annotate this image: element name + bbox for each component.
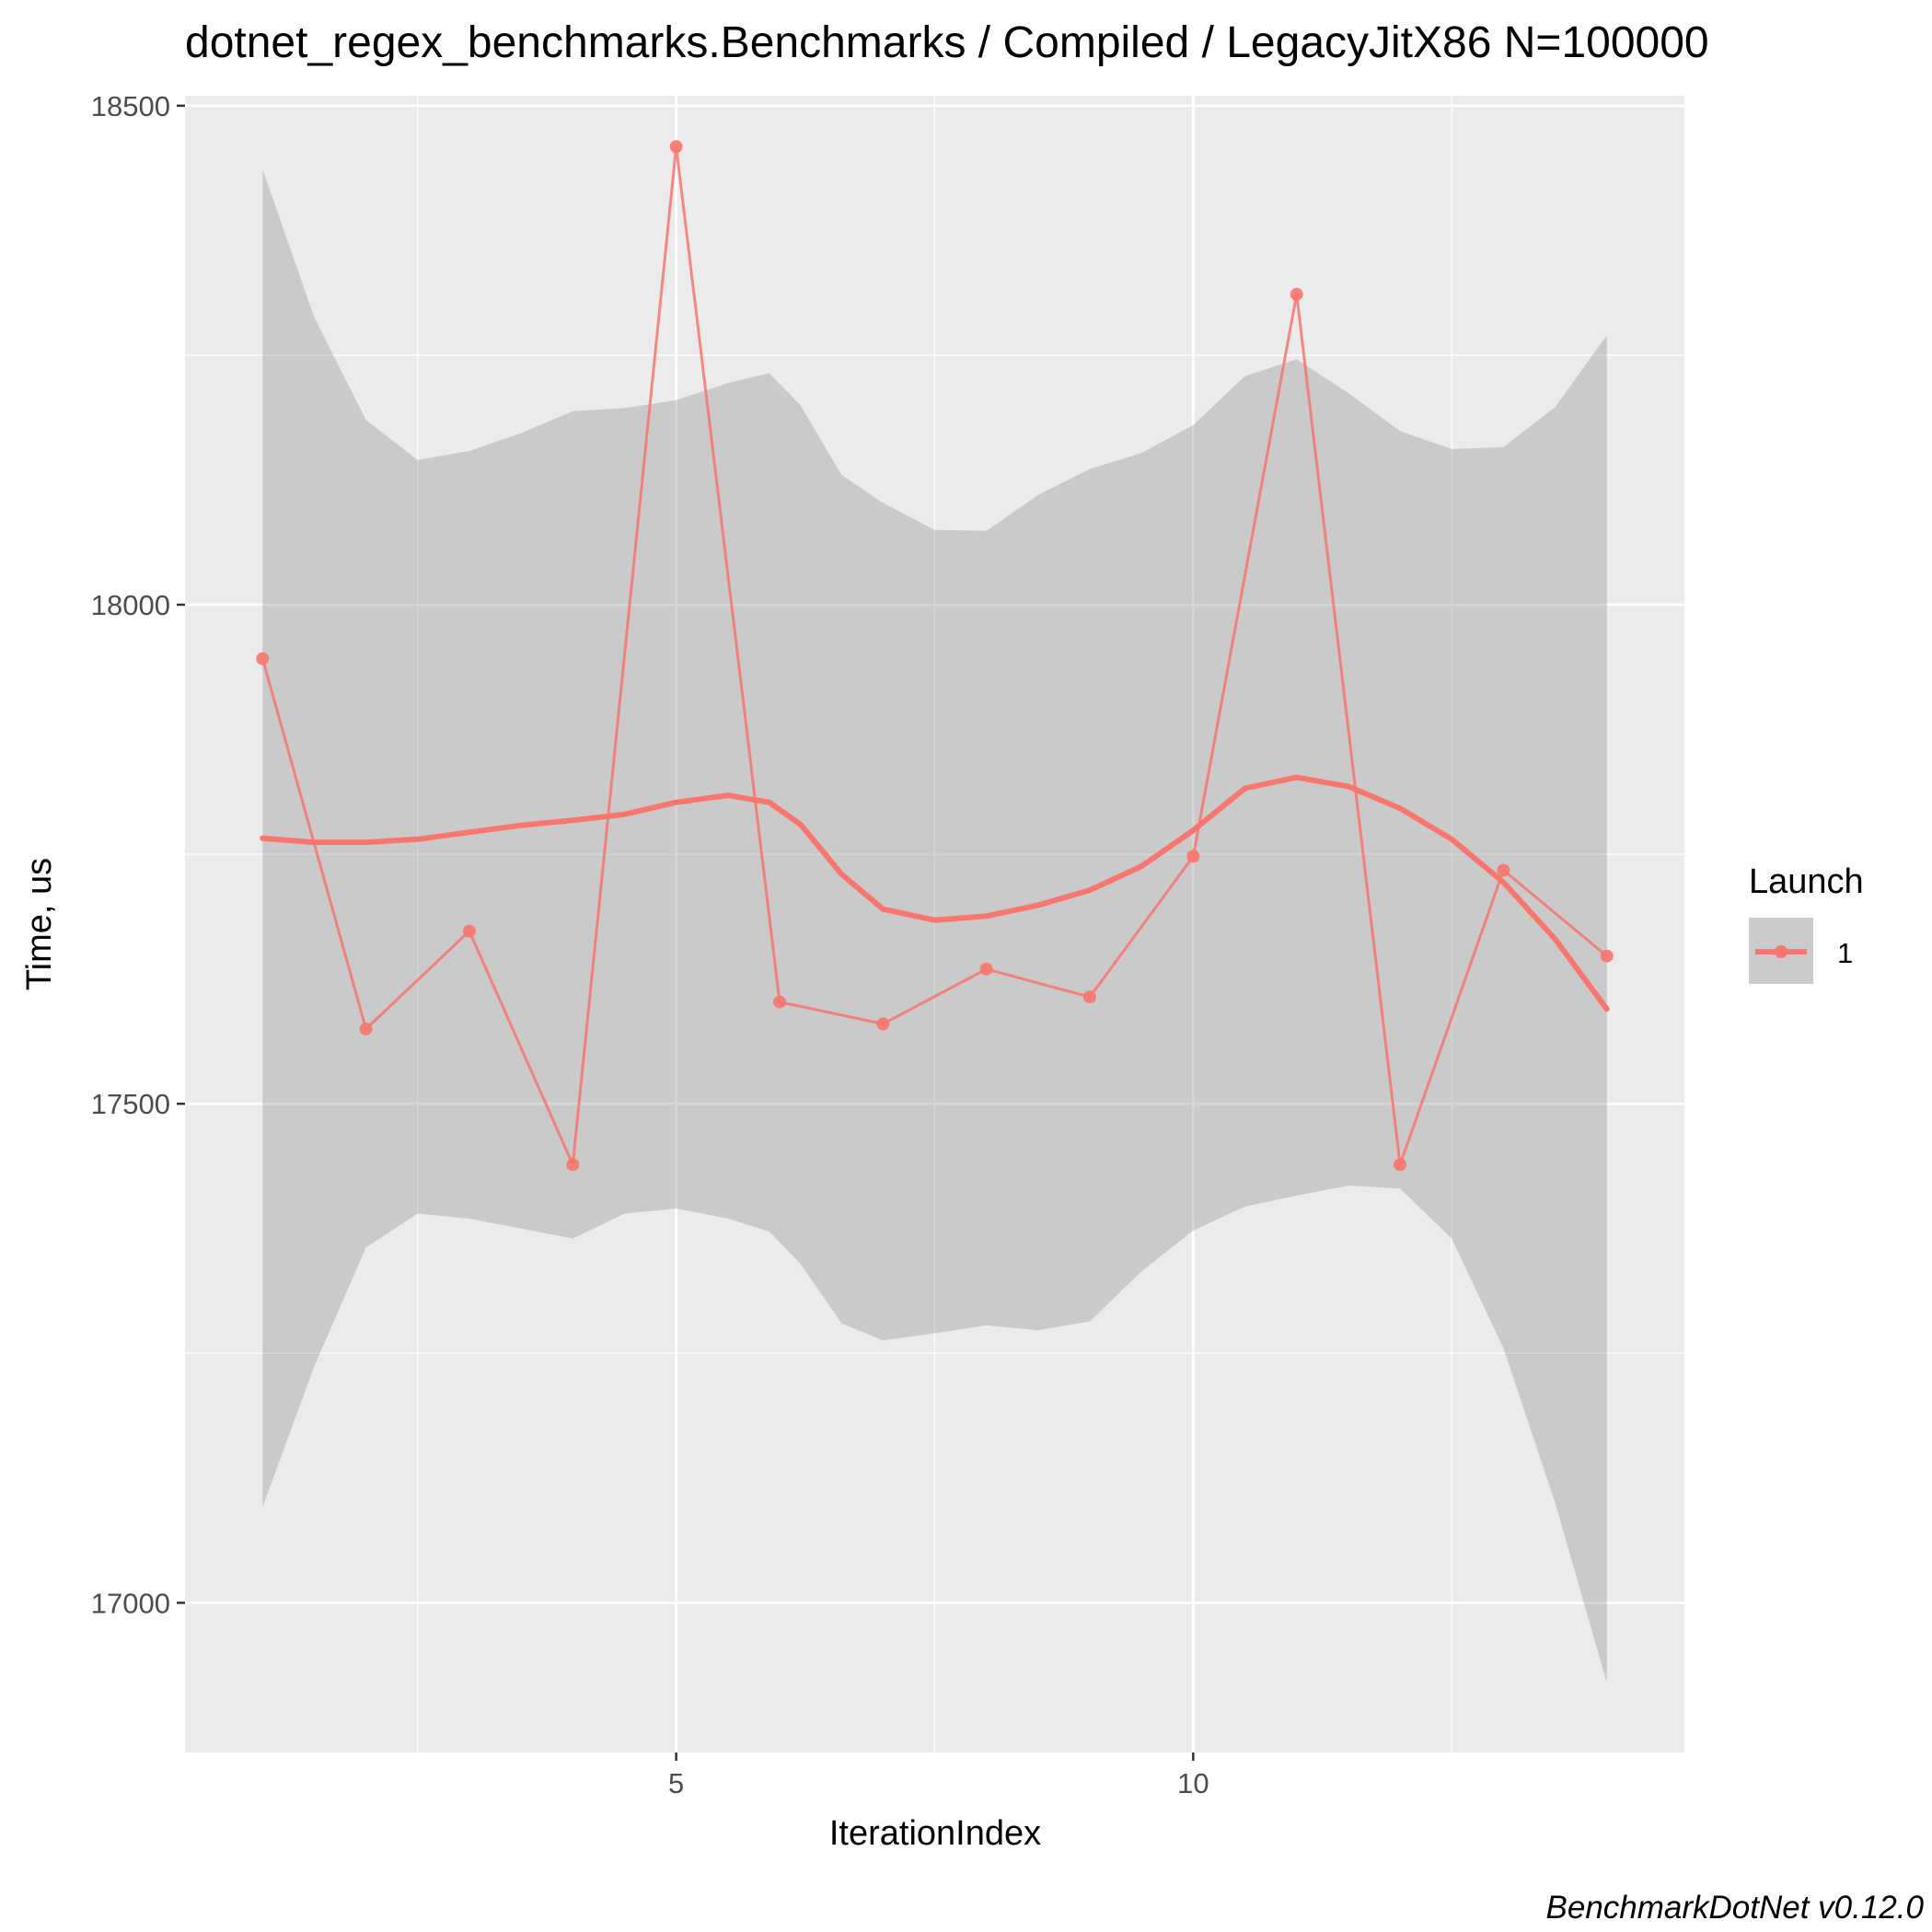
smooth-line <box>260 774 1610 1012</box>
chart-caption: BenchmarkDotNet v0.12.0 <box>1546 1890 1925 1926</box>
y-axis-title: Time, us <box>20 858 59 990</box>
data-point <box>256 652 270 665</box>
data-line-layer <box>260 145 1608 1166</box>
major-gridlines <box>185 96 1684 1753</box>
y-axis: 17000 17500 18000 18500 <box>91 90 185 1619</box>
confidence-band-layer <box>262 169 1607 1683</box>
legend-label: 1 <box>1837 937 1853 969</box>
minor-gridlines <box>185 96 1684 1753</box>
data-point <box>772 995 786 1009</box>
smooth-line-layer <box>260 774 1610 1012</box>
data-point <box>1083 990 1097 1004</box>
x-axis-title: IterationIndex <box>829 1814 1041 1853</box>
legend-title: Launch <box>1749 862 1864 901</box>
y-tick-label: 18000 <box>91 589 170 621</box>
data-point <box>1600 949 1614 963</box>
x-tick-label: 5 <box>668 1767 684 1799</box>
confidence-band <box>262 169 1607 1683</box>
data-point <box>669 140 683 154</box>
legend: Launch 1 <box>1749 862 1864 984</box>
data-point <box>462 924 476 938</box>
data-point-layer <box>256 140 1614 1172</box>
x-axis: 5 10 <box>668 1753 1209 1799</box>
data-point <box>359 1022 373 1035</box>
chart-title: dotnet_regex_benchmarks.Benchmarks / Com… <box>185 18 1709 67</box>
data-point <box>1290 287 1303 301</box>
y-tick-label: 18500 <box>91 90 170 122</box>
data-point <box>566 1158 580 1172</box>
series-line <box>260 145 1608 1166</box>
y-tick-label: 17000 <box>91 1587 170 1619</box>
data-point <box>979 962 993 976</box>
data-point <box>1394 1158 1407 1172</box>
legend-key-point <box>1775 945 1787 958</box>
x-tick-label: 10 <box>1177 1767 1209 1799</box>
data-point <box>876 1017 890 1031</box>
data-point <box>1186 850 1200 863</box>
y-tick-label: 17500 <box>91 1088 170 1120</box>
data-point <box>1497 863 1510 877</box>
